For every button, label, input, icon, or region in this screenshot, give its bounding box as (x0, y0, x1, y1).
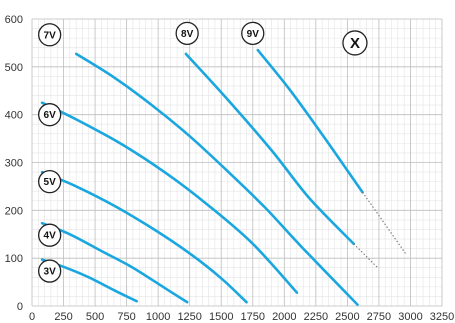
series-line-4v (40, 221, 189, 304)
series-extension-9v (362, 191, 406, 254)
label-badge-5v: 5V (38, 169, 62, 194)
series-line-5v (40, 170, 248, 304)
label-text: 3V (44, 267, 57, 278)
label-circle (38, 23, 62, 47)
y-tick-label: 200 (5, 205, 23, 217)
series-line-8v (184, 52, 355, 246)
x-tick-label: 500 (86, 311, 104, 323)
label-circle (342, 30, 368, 56)
y-tick-label: 600 (5, 14, 23, 26)
label-text: 6V (44, 110, 57, 121)
label-badge-8v: 8V (175, 21, 199, 45)
label-circle (38, 169, 62, 194)
series-extension-8v (353, 243, 379, 269)
label-badge-4v: 4V (38, 223, 62, 247)
x-tick-label: 1500 (209, 311, 233, 323)
x-tick-label: 2250 (304, 311, 328, 323)
series-line-6v (40, 101, 299, 294)
series-lines (40, 48, 406, 306)
label-badge-7v: 7V (38, 23, 62, 47)
label-circle (38, 103, 62, 127)
label-badge-3v: 3V (38, 259, 62, 283)
x-tick-label: 3000 (398, 311, 422, 323)
x-tick-label: 3250 (430, 311, 454, 323)
x-tick-label: 1750 (241, 311, 265, 323)
y-tick-label: 0 (17, 301, 23, 313)
series-line-7v (74, 52, 359, 306)
x-tick-label: 0 (29, 311, 35, 323)
y-tick-label: 100 (5, 253, 23, 265)
label-circle (175, 21, 199, 45)
label-text: X (350, 35, 360, 52)
label-circle (38, 259, 62, 283)
label-text: 9V (247, 29, 260, 40)
label-badge-9v: 9V (241, 21, 265, 45)
x-tick-label: 2750 (367, 311, 391, 323)
x-axis-ticks: 0 250 500 750 1000 1250 1500 1750 2000 2250 2500 27… (29, 311, 454, 323)
y-tick-label: 500 (5, 62, 23, 74)
y-tick-label: 300 (5, 158, 23, 170)
label-badge-6v: 6V (38, 103, 62, 127)
x-tick-label: 1000 (146, 311, 170, 323)
y-tick-label: 400 (5, 110, 23, 122)
x-tick-label: 1250 (177, 311, 201, 323)
label-text: 4V (44, 231, 57, 242)
label-badge-x: X (342, 30, 368, 56)
x-tick-label: 750 (117, 311, 135, 323)
y-axis-ticks: 0 100 200 300 400 500 600 (5, 14, 23, 313)
label-circle (38, 223, 62, 247)
x-tick-label: 2500 (335, 311, 359, 323)
label-text: 8V (181, 29, 194, 40)
curve-labels: 3V 4V 5V 6V 7V 8V 9V X (38, 21, 368, 283)
x-tick-label: 2000 (272, 311, 296, 323)
label-circle (241, 21, 265, 45)
x-tick-label: 250 (54, 311, 72, 323)
label-text: 5V (44, 177, 57, 188)
major-grid (31, 18, 443, 307)
label-text: 7V (44, 30, 57, 41)
series-line-9v (256, 48, 364, 194)
